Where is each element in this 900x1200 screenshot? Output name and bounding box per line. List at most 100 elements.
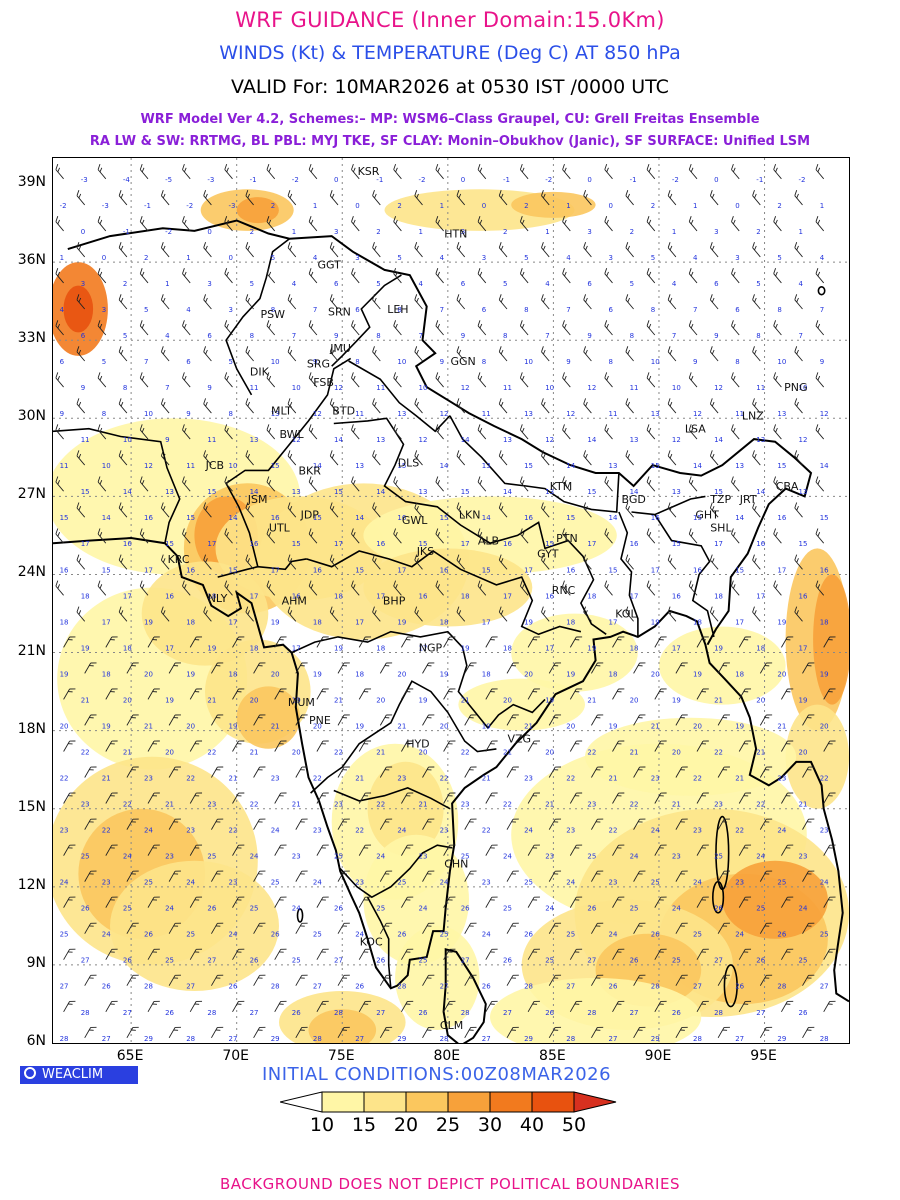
wind-barb <box>379 714 393 726</box>
wind-barb <box>464 870 477 882</box>
wind-barb <box>55 216 64 232</box>
wind-barb <box>498 190 508 206</box>
temperature-value: 21 <box>482 775 491 783</box>
title-variable: WINDS (Kt) & TEMPERATURE (Deg C) AT 850 … <box>219 42 681 64</box>
wind-barb <box>422 818 435 830</box>
wind-barb <box>646 424 656 440</box>
wind-barb <box>709 346 719 362</box>
temperature-value: 28 <box>207 1009 216 1017</box>
wind-barb <box>379 662 393 674</box>
temperature-value: 7 <box>672 332 676 340</box>
wind-barb <box>823 896 836 908</box>
temperature-value: 3 <box>355 254 359 262</box>
temperature-value: 10 <box>102 462 111 470</box>
temperature-value: 22 <box>186 775 195 783</box>
wind-barb <box>97 320 107 336</box>
wind-barb <box>802 922 815 934</box>
wind-barb <box>126 1026 139 1039</box>
temperature-value: 14 <box>334 436 343 444</box>
wind-barb <box>232 688 245 700</box>
wind-barb <box>562 372 571 388</box>
temperature-value: 26 <box>735 983 744 991</box>
wind-barb <box>274 636 287 648</box>
temperature-value: 17 <box>397 566 406 574</box>
wind-barb <box>464 714 477 726</box>
wind-barb <box>308 476 318 492</box>
wind-barb <box>401 688 414 700</box>
wind-barb <box>435 424 444 440</box>
wind-barb <box>633 922 646 934</box>
wind-barb <box>358 636 372 648</box>
temperature-value: 11 <box>376 384 385 392</box>
temperature-value: 27 <box>334 957 343 965</box>
wind-barb <box>126 870 139 882</box>
temperature-value: 1 <box>292 228 296 236</box>
city-label-bwl: BWL <box>280 428 305 441</box>
temperature-value: 24 <box>482 931 491 939</box>
temperature-value: 17 <box>587 540 596 548</box>
temperature-value: 22 <box>756 801 765 809</box>
temperature-value: 22 <box>102 827 111 835</box>
wind-barb <box>76 502 86 518</box>
wind-barb <box>667 190 677 206</box>
temperature-value: 16 <box>820 566 829 574</box>
wind-barb <box>464 922 477 934</box>
map-panel[interactable]: -3 -4 -5 -3 -1 -2 0 -1 -2 0 -1 -2 0 -1 -2 0 -1 -2 -2 -3 -1 -2… <box>52 157 850 1044</box>
wind-barb <box>646 320 656 336</box>
wind-barb <box>118 502 128 518</box>
wind-barb <box>337 1026 350 1039</box>
weaclim-logo-badge: WEACLIM <box>20 1066 138 1084</box>
temperature-value: 7 <box>144 358 148 366</box>
city-label-png: PNG <box>784 381 807 394</box>
temperature-value: -1 <box>144 202 151 210</box>
wind-barb <box>794 606 803 622</box>
temperature-value: 23 <box>714 801 723 809</box>
boundary-line <box>366 896 392 989</box>
temperature-value: 0 <box>102 254 106 262</box>
wind-barb <box>456 554 466 570</box>
city-label-ktm: KTM <box>550 480 573 493</box>
wind-barb <box>519 163 529 180</box>
wind-barb <box>625 346 634 362</box>
temperature-value: 8 <box>397 306 401 314</box>
map-canvas: -3 -4 -5 -3 -1 -2 0 -1 -2 0 -1 -2 0 -1 -2 0 -1 -2 -2 -3 -1 -2… <box>53 158 849 1043</box>
wind-barb <box>443 896 456 908</box>
wind-barb <box>358 792 372 804</box>
temperature-value: 17 <box>334 540 343 548</box>
wind-barb <box>160 346 170 362</box>
city-label-shl: SHL <box>710 522 732 535</box>
wind-barb <box>147 896 160 908</box>
wind-barb <box>823 740 836 752</box>
temperature-value: 13 <box>419 488 428 496</box>
temperature-value: 4 <box>292 280 297 288</box>
city-label-jks: JKS <box>416 545 434 558</box>
temperature-value: 23 <box>566 827 575 835</box>
wind-barb <box>379 1026 393 1039</box>
wind-barb <box>414 450 423 466</box>
temperature-value: 2 <box>651 202 655 210</box>
wind-barb <box>802 870 815 882</box>
wind-barb <box>232 740 245 752</box>
temperature-value: 8 <box>123 384 127 392</box>
wind-barb <box>55 163 64 180</box>
wind-barb <box>224 476 233 492</box>
wind-barb <box>667 294 677 310</box>
wind-barb <box>274 740 287 752</box>
wind-barb <box>182 580 191 596</box>
temperature-value: 20 <box>250 696 259 704</box>
temperature-value: 14 <box>735 514 744 522</box>
wind-barbs <box>55 163 836 1039</box>
temperature-value: 23 <box>482 879 491 887</box>
wind-barb <box>414 294 423 310</box>
wind-barb <box>126 714 139 726</box>
boundary-line <box>339 844 453 899</box>
wind-barb <box>759 818 773 830</box>
wind-barb <box>506 1026 519 1039</box>
temperature-value: 16 <box>165 592 174 600</box>
wind-barb <box>203 606 212 622</box>
longitude-tick-label: 95E <box>750 1048 777 1064</box>
wind-barb <box>203 294 212 310</box>
wind-barb <box>76 450 86 466</box>
wind-barb <box>633 870 646 882</box>
temperature-value: 6 <box>334 280 339 288</box>
